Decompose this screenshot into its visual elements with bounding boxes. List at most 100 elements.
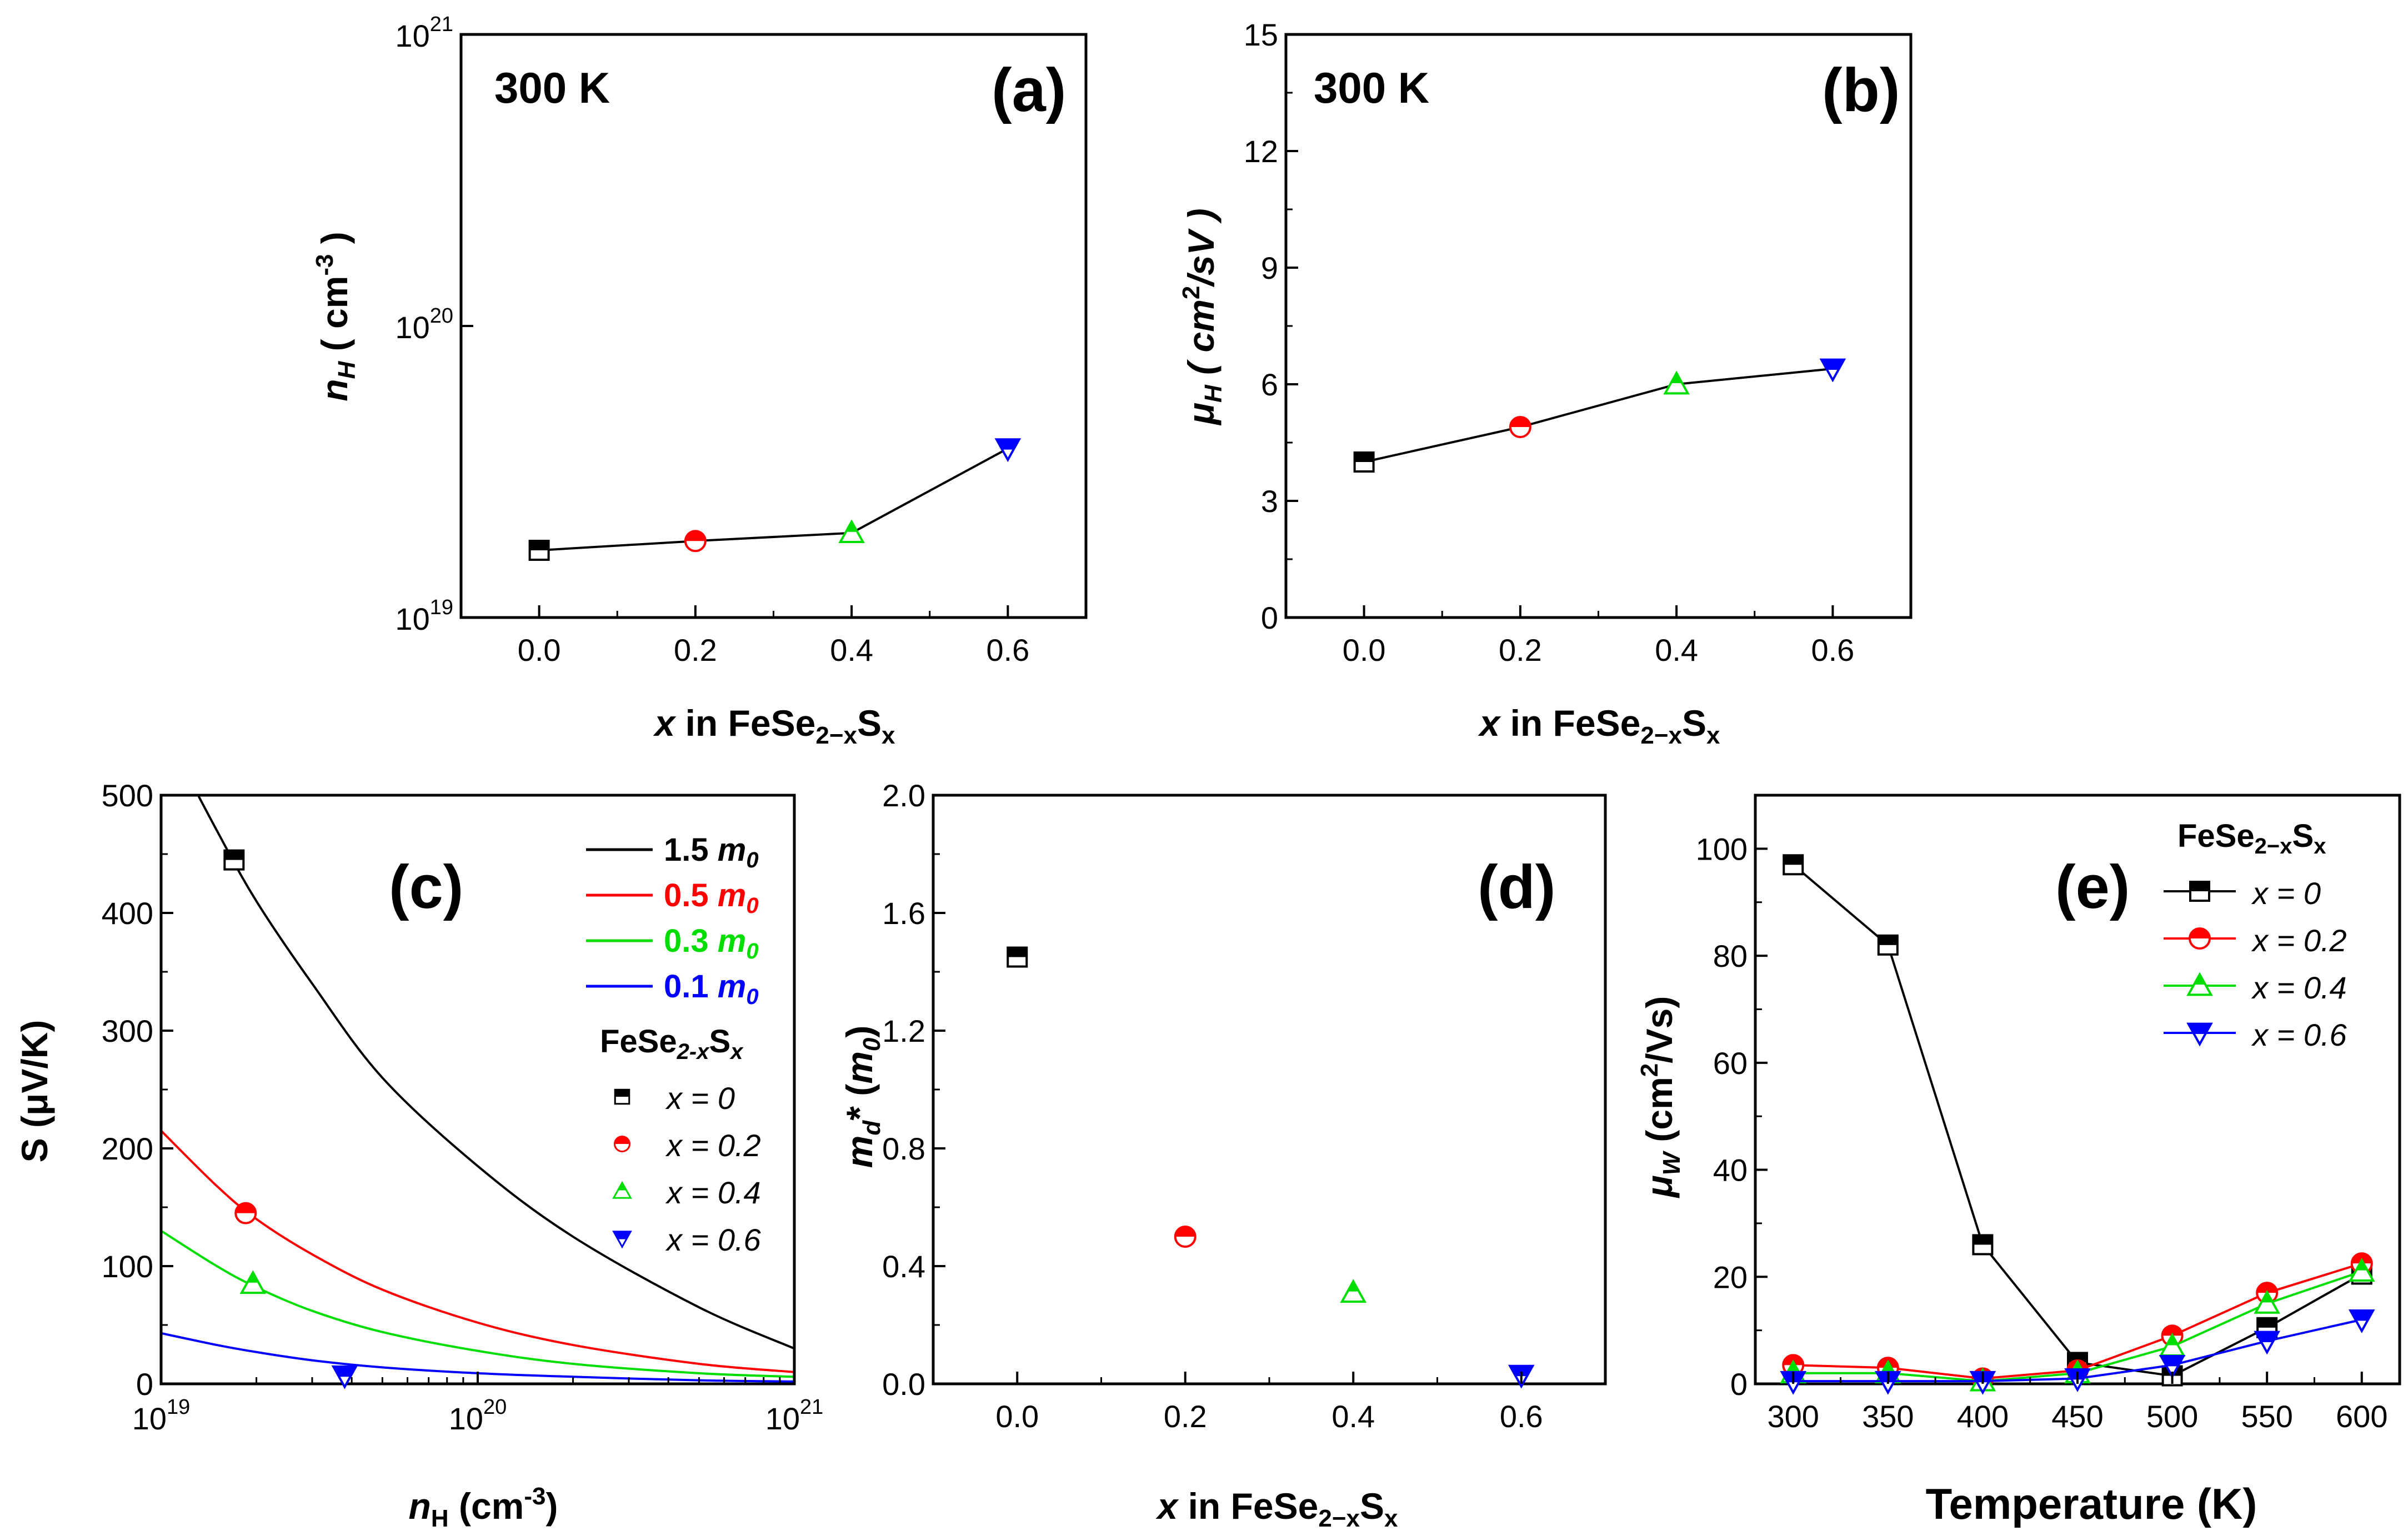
- legend-point-label-0: x = 0: [665, 1081, 735, 1116]
- y-tick-label: 1021: [395, 13, 453, 53]
- x-tick-label: 0.0: [995, 1399, 1039, 1434]
- legend-series-label-1: x = 0.2: [2251, 923, 2347, 958]
- plot-area-b: [1284, 33, 1913, 619]
- ticks-b: 0.0 0.2 0.4 0.6 0 3 6 9 12 15: [1244, 17, 1855, 667]
- data-point-fill: [1348, 1281, 1359, 1292]
- series-line: [539, 447, 1009, 552]
- data-point-fill: [2261, 1292, 2273, 1303]
- legend-marker-shape-fill: [613, 1231, 631, 1239]
- data-point-fill: [2255, 1332, 2279, 1342]
- y-tick-label: 1019: [395, 596, 453, 636]
- data-point-fill: [1878, 935, 1898, 945]
- data-point-fill: [529, 541, 549, 551]
- x-tick-label: 500: [2146, 1399, 2198, 1434]
- x-tick-label: 0.4: [830, 633, 873, 667]
- ticks-c: 0 100 200 300 400 500 1019 1020 1021: [102, 778, 824, 1436]
- y-tick-label: 2.0: [882, 778, 925, 813]
- x-tick-label: 300: [1768, 1399, 1819, 1434]
- x-tick-label: 0.6: [1811, 633, 1854, 667]
- model-curve: [161, 1229, 794, 1378]
- x-tick-label: 1021: [765, 1396, 824, 1436]
- x-axis-label-d: x in FeSe2−xSx: [1156, 1485, 1398, 1531]
- y-tick-label: 0: [1261, 600, 1278, 635]
- y-tick-label: 500: [102, 778, 153, 813]
- x-tick-label: 350: [1862, 1399, 1914, 1434]
- x-tick-label: 1020: [449, 1396, 507, 1436]
- legend-series-label-2: x = 0.4: [2251, 970, 2347, 1005]
- legend-markers-c: [612, 1088, 632, 1249]
- y-tick-label: 1.6: [882, 896, 925, 931]
- ticks-a: 0.0 0.2 0.4 0.6 1019 1020 1021: [395, 13, 1029, 667]
- legend-label-0.1: 0.1 m0: [664, 968, 759, 1009]
- data-point-fill: [1882, 1362, 1894, 1372]
- legend-c: 1.5 m0 0.5 m0 0.3 m0 0.1 m0 FeSe2-xSx x …: [586, 832, 762, 1257]
- plot-frame: [1284, 33, 1913, 619]
- panel-label-e: (e): [2055, 853, 2130, 921]
- x-tick-label: 0.2: [1499, 633, 1542, 667]
- legend-marker-shape-fill: [2194, 974, 2206, 985]
- y-tick-label: 0.8: [882, 1131, 925, 1166]
- x-tick-label: 0.4: [1655, 633, 1698, 667]
- data-point-fill: [2350, 1311, 2374, 1321]
- y-tick-label: 3: [1261, 484, 1278, 519]
- legend-point-label-2: x = 0.4: [665, 1175, 761, 1210]
- data-point-fill: [1510, 1366, 1533, 1377]
- x-tick-label: 0.0: [1343, 633, 1386, 667]
- y-tick-label: 300: [102, 1013, 153, 1048]
- x-tick-label: 0.2: [1164, 1399, 1207, 1434]
- data-point-fill: [996, 439, 1019, 450]
- x-tick-label: 0.4: [1331, 1399, 1375, 1434]
- legend-marker: [614, 1088, 630, 1105]
- ticks-e: 300 350 400 450 500 550 600 0 20 40 60 80 100: [1696, 831, 2388, 1434]
- panel-label-d: (d): [1478, 853, 1555, 921]
- legend-marker: [612, 1181, 632, 1199]
- y-tick-label: 40: [1713, 1153, 1748, 1188]
- data-point-fill: [333, 1366, 356, 1377]
- y-tick-label: 60: [1713, 1046, 1748, 1081]
- x-tick-label: 0.6: [1500, 1399, 1543, 1434]
- y-tick-label: 0: [1730, 1367, 1748, 1402]
- legend-marker-shape-fill: [618, 1182, 627, 1191]
- y-tick-label: 20: [1713, 1259, 1748, 1294]
- panel-label-b: (b): [1822, 56, 1900, 124]
- data-point-fill: [2166, 1335, 2178, 1346]
- data-point-fill: [1821, 359, 1844, 370]
- y-axis-label-e: μW (cm2/Vs): [1636, 996, 1685, 1199]
- y-tick-label: 200: [102, 1131, 153, 1166]
- y-axis-label-c: S (μV/K): [14, 1020, 55, 1163]
- data-point-fill: [1670, 373, 1683, 383]
- legend-marker-shape-fill: [614, 1136, 630, 1144]
- data-point-fill: [2257, 1318, 2277, 1328]
- data-point-fill: [1175, 1227, 1195, 1237]
- y-tick-label: 1020: [395, 304, 453, 345]
- x-tick-label: 600: [2336, 1399, 2387, 1434]
- x-tick-label: 0.0: [518, 633, 561, 667]
- y-tick-label: 0.0: [882, 1367, 925, 1402]
- ticks-d: 0.0 0.2 0.4 0.6 0.0 0.4 0.8 1.2 1.6 2.0: [882, 778, 1543, 1434]
- x-axis-label-c: nH (cm-3): [409, 1483, 558, 1531]
- x-tick-label: 450: [2051, 1399, 2103, 1434]
- y-tick-label: 100: [102, 1249, 153, 1284]
- legend-markers-e: [2164, 881, 2236, 1047]
- x-axis-label-b: x in FeSe2−xSx: [1478, 702, 1720, 749]
- data-point-fill: [685, 531, 705, 541]
- y-tick-label: 400: [102, 896, 153, 931]
- legend-series-label-0: x = 0: [2251, 876, 2321, 911]
- y-tick-label: 12: [1244, 134, 1278, 169]
- legend-marker: [614, 1136, 630, 1152]
- data-point-fill: [2257, 1283, 2277, 1293]
- data-point-fill: [2162, 1326, 2182, 1336]
- y-axis-label-a: nH ( cm-3 ): [311, 232, 361, 401]
- x-tick-label: 1019: [132, 1396, 191, 1436]
- data-point-fill: [2356, 1260, 2367, 1271]
- x-axis-label-e: Temperature (K): [1926, 1479, 2257, 1528]
- y-tick-label: 15: [1244, 17, 1278, 52]
- legend-series-label-3: x = 0.6: [2251, 1017, 2347, 1052]
- x-axis-label-a: x in FeSe2−xSx: [653, 702, 895, 749]
- data-point-fill: [1008, 947, 1027, 957]
- legend-marker-shape-fill: [615, 1090, 629, 1097]
- legend-marker-shape-fill: [2190, 882, 2209, 891]
- data-point-fill: [2161, 1356, 2184, 1367]
- panel-label-a: (a): [992, 56, 1066, 124]
